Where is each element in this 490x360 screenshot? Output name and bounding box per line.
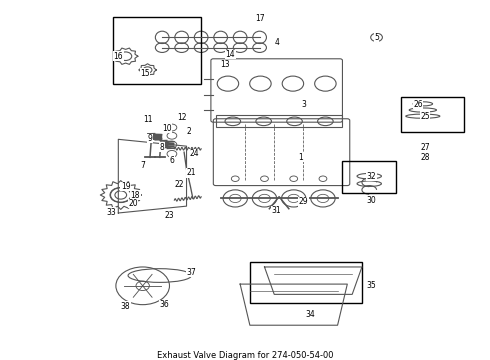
Text: 29: 29	[298, 197, 308, 206]
Bar	[114, 17, 201, 84]
Text: 27: 27	[420, 143, 430, 152]
Text: 2: 2	[187, 127, 191, 136]
Text: 37: 37	[187, 267, 196, 276]
Text: 26: 26	[413, 100, 423, 109]
Text: 8: 8	[160, 143, 165, 152]
Text: 1: 1	[299, 153, 303, 162]
Bar	[343, 161, 396, 193]
Text: 30: 30	[367, 195, 376, 204]
Text: 4: 4	[274, 38, 279, 47]
Text: 13: 13	[220, 60, 230, 69]
Text: 34: 34	[306, 310, 316, 319]
Text: 11: 11	[143, 115, 152, 124]
Text: 5: 5	[374, 33, 379, 42]
Text: 7: 7	[140, 161, 145, 170]
Text: 33: 33	[106, 208, 116, 217]
Text: 36: 36	[160, 300, 170, 309]
Bar	[401, 97, 464, 132]
Text: 6: 6	[170, 156, 174, 165]
Text: Exhaust Valve Diagram for 274-050-54-00: Exhaust Valve Diagram for 274-050-54-00	[157, 351, 333, 360]
Text: 35: 35	[367, 281, 376, 290]
Text: 19: 19	[121, 182, 130, 191]
Text: 31: 31	[272, 206, 281, 215]
Text: 14: 14	[225, 50, 235, 59]
Text: 38: 38	[121, 302, 130, 311]
Text: 16: 16	[114, 52, 123, 61]
Bar	[216, 115, 343, 127]
Text: 24: 24	[189, 149, 198, 158]
Text: 18: 18	[131, 190, 140, 199]
Text: 28: 28	[420, 153, 430, 162]
Text: 22: 22	[174, 180, 184, 189]
Text: 17: 17	[255, 14, 265, 23]
Text: 10: 10	[162, 124, 172, 133]
Text: 23: 23	[165, 211, 174, 220]
Text: 15: 15	[140, 69, 150, 78]
Bar	[250, 262, 362, 303]
Text: 12: 12	[177, 113, 186, 122]
Text: 21: 21	[187, 168, 196, 177]
Text: 3: 3	[301, 100, 306, 109]
Text: 25: 25	[420, 112, 430, 121]
Text: 20: 20	[128, 199, 138, 208]
Text: 9: 9	[147, 134, 152, 143]
Text: 32: 32	[367, 172, 376, 181]
